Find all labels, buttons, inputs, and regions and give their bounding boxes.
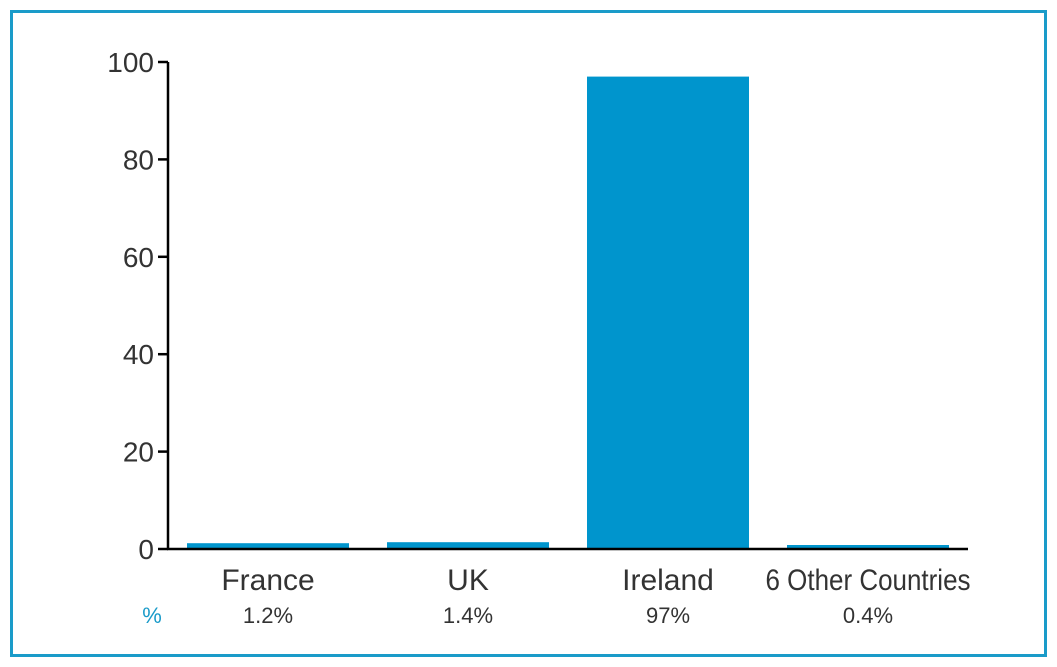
bar-ireland [587, 76, 749, 549]
y-tick-label: 40 [123, 339, 154, 370]
y-ticks-group: 0 20 40 60 80 100 [107, 47, 168, 565]
percent-row-label: % [142, 603, 162, 628]
x-category-label: UK [447, 564, 489, 597]
bar-uk [387, 542, 549, 549]
y-tick-label: 100 [107, 47, 154, 78]
value-label: 1.2% [243, 603, 293, 628]
bars-group [187, 76, 949, 549]
value-label: 97% [646, 603, 690, 628]
category-labels-group: France UK Ireland 6 Other Countries [221, 564, 970, 597]
value-label: 1.4% [443, 603, 493, 628]
axes-group [166, 62, 968, 551]
x-category-label: France [221, 564, 314, 597]
bar-6-other-countries [787, 545, 949, 549]
value-labels-group: % 1.2% 1.4% 97% 0.4% [142, 603, 893, 628]
y-tick-label: 0 [138, 534, 154, 565]
bar-france [187, 543, 349, 549]
y-tick-label: 60 [123, 242, 154, 273]
y-tick-label: 20 [123, 437, 154, 468]
y-tick-label: 80 [123, 144, 154, 175]
x-category-label: 6 Other Countries [766, 564, 971, 597]
value-label: 0.4% [843, 603, 893, 628]
x-category-label: Ireland [622, 564, 714, 597]
